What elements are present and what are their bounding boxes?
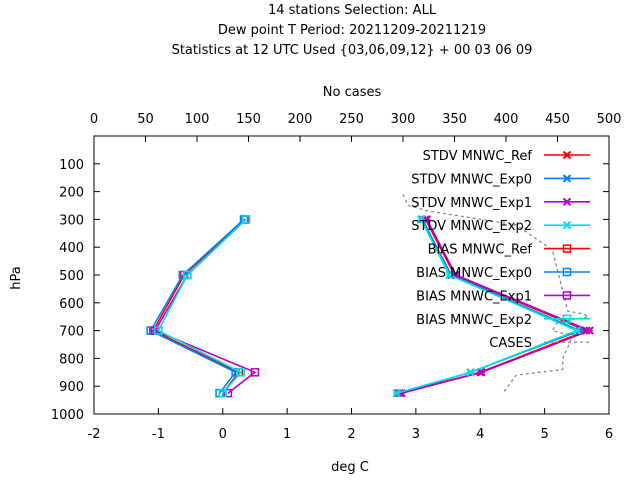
y-tick-label: 800 — [59, 352, 84, 367]
legend-marker — [562, 314, 572, 324]
series-line — [152, 218, 246, 394]
legend-item: BIAS MNWC_Exp1 — [416, 289, 590, 304]
y-tick-label: 300 — [59, 213, 84, 228]
y-tick-label: 500 — [59, 269, 84, 284]
legend-item: STDV MNWC_Exp0 — [411, 172, 590, 187]
legend-marker — [562, 244, 572, 253]
x2-axis-label: No cases — [323, 85, 382, 100]
x-tick-label: 6 — [605, 427, 613, 442]
legend-item: BIAS MNWC_Exp2 — [416, 313, 590, 328]
data-point — [236, 368, 246, 377]
x2-tick-label: 100 — [185, 112, 210, 127]
series-line — [149, 218, 245, 394]
data-point — [250, 368, 260, 377]
title-line: 14 stations Selection: ALL — [268, 3, 437, 18]
legend-item: STDV MNWC_Ref — [423, 149, 590, 164]
legend-marker — [562, 174, 572, 183]
x-tick-label: -1 — [152, 427, 165, 442]
x2-tick-label: 450 — [545, 112, 570, 127]
data-point — [183, 270, 192, 280]
legend-marker — [562, 291, 572, 300]
x-tick-label: -2 — [88, 427, 101, 442]
legend-label: STDV MNWC_Exp2 — [411, 219, 532, 234]
legend-marker — [562, 220, 572, 230]
x-tick-label: 5 — [540, 427, 548, 442]
y-tick-label: 700 — [59, 325, 84, 340]
data-point — [416, 215, 426, 224]
legend-marker — [562, 267, 572, 277]
x2-tick-label: 150 — [236, 112, 261, 127]
y-tick-label: 1000 — [51, 408, 84, 423]
x2-tick-label: 50 — [137, 112, 154, 127]
x2-tick-label: 400 — [494, 112, 519, 127]
legend-label: BIAS MNWC_Exp0 — [416, 266, 532, 281]
series-group — [146, 194, 594, 398]
x-tick-label: 3 — [412, 427, 420, 442]
x2-tick-label: 300 — [391, 112, 416, 127]
y-tick-label: 900 — [59, 380, 84, 395]
data-point — [477, 368, 486, 377]
data-point — [585, 326, 594, 335]
legend-label: BIAS MNWC_Exp2 — [416, 313, 532, 328]
y-tick-label: 100 — [59, 158, 84, 173]
series-line — [402, 194, 591, 393]
x-tick-label: 2 — [347, 427, 355, 442]
legend-item: STDV MNWC_Exp1 — [411, 196, 590, 211]
legend-label: STDV MNWC_Exp0 — [411, 172, 532, 187]
legend-label: BIAS MNWC_Ref — [428, 243, 533, 258]
series-cases — [402, 194, 591, 393]
series-stdv-mnwc-exp2 — [392, 215, 582, 398]
series-line — [157, 218, 247, 394]
data-point — [466, 368, 475, 377]
data-point — [178, 270, 188, 280]
series-bias-mnwc-exp0 — [146, 215, 249, 398]
x2-tick-label: 250 — [339, 112, 364, 127]
title-line: Statistics at 12 UTC Used {03,06,09,12} … — [172, 43, 533, 58]
legend-item: BIAS MNWC_Ref — [428, 243, 590, 258]
x2-tick-label: 200 — [288, 112, 313, 127]
legend-label: STDV MNWC_Exp1 — [411, 196, 532, 211]
y-axis-label: hPa — [9, 266, 24, 289]
x-tick-label: 1 — [283, 427, 291, 442]
legend-marker — [562, 197, 572, 207]
chart-title: 14 stations Selection: ALL Dew point T Pe… — [172, 3, 533, 58]
data-point — [223, 388, 233, 398]
y-tick-label: 400 — [59, 241, 84, 256]
legend-item: CASES — [489, 336, 590, 351]
x2-tick-label: 0 — [90, 112, 98, 127]
data-point — [218, 388, 227, 398]
legend: STDV MNWC_Ref STDV MNWC_Exp0 STDV MNWC_Exp… — [411, 149, 590, 351]
x2-tick-label: 350 — [442, 112, 467, 127]
legend-item: STDV MNWC_Exp2 — [411, 219, 590, 234]
x-tick-label: 4 — [476, 427, 484, 442]
x-axis-label: deg C — [331, 460, 369, 475]
x2-tick-label: 500 — [597, 112, 622, 127]
y-tick-label: 200 — [59, 186, 84, 201]
x-tick-label: 0 — [219, 427, 227, 442]
data-point — [241, 215, 251, 224]
legend-item: BIAS MNWC_Exp0 — [416, 266, 590, 281]
title-line: Dew point T Period: 20211209-20211219 — [218, 23, 486, 38]
data-point — [154, 326, 163, 335]
data-point — [392, 388, 401, 398]
legend-label: STDV MNWC_Ref — [423, 149, 533, 164]
axis-ticks: -2 -1 0 1 2 3 4 5 6 0 50 100 150 200 250 300 350 400 450 50… — [51, 112, 622, 442]
data-point — [445, 270, 454, 280]
legend-marker — [562, 150, 572, 160]
data-point — [572, 326, 582, 335]
legend-label: CASES — [489, 336, 532, 351]
y-tick-label: 600 — [59, 297, 84, 312]
legend-label: BIAS MNWC_Exp1 — [416, 289, 532, 304]
series-bias-mnwc-exp2 — [154, 215, 251, 398]
